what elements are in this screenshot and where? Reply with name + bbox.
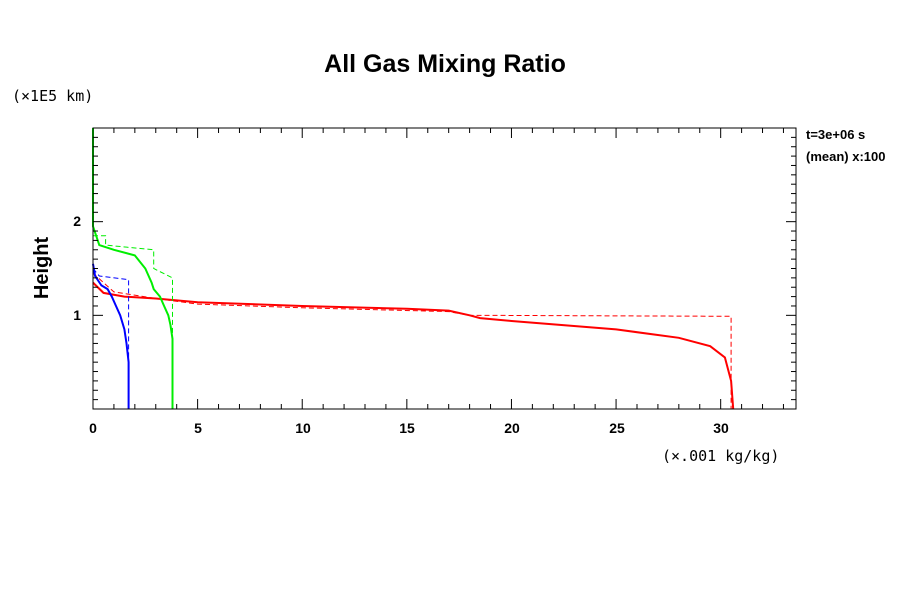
ticks-layer: [92, 128, 796, 409]
y-axis-label: Height: [31, 237, 53, 300]
y-tick-label: 2: [73, 213, 81, 229]
x-tick-label: 20: [504, 420, 520, 436]
series-line: [92, 268, 130, 409]
x-tick-labels: 0 5 10 15 20 25 30: [89, 420, 729, 436]
y-tick-labels: 1 2: [73, 213, 81, 323]
x-unit-label: (×.001 kg/kg): [662, 447, 779, 465]
y-unit-label: (×1E5 km): [12, 87, 93, 105]
plot-frame: [92, 127, 797, 410]
time-annotation: t=3e+06 s: [806, 127, 865, 142]
x-tick-label: 0: [89, 420, 97, 436]
chart-title: All Gas Mixing Ratio: [324, 50, 566, 78]
x-tick-label: 5: [194, 420, 202, 436]
x-tick-label: 15: [399, 420, 415, 436]
series-line: [93, 235, 173, 409]
x-tick-label: 10: [295, 420, 311, 436]
x-tick-label: 25: [609, 420, 625, 436]
mean-annotation: (mean) x:100: [806, 149, 885, 164]
series-layer: [92, 128, 735, 410]
series-line: [92, 263, 130, 409]
series-line: [92, 128, 174, 409]
y-tick-label: 1: [73, 307, 81, 323]
x-tick-label: 30: [713, 420, 729, 436]
series-line: [92, 281, 735, 410]
series-line: [92, 272, 732, 409]
